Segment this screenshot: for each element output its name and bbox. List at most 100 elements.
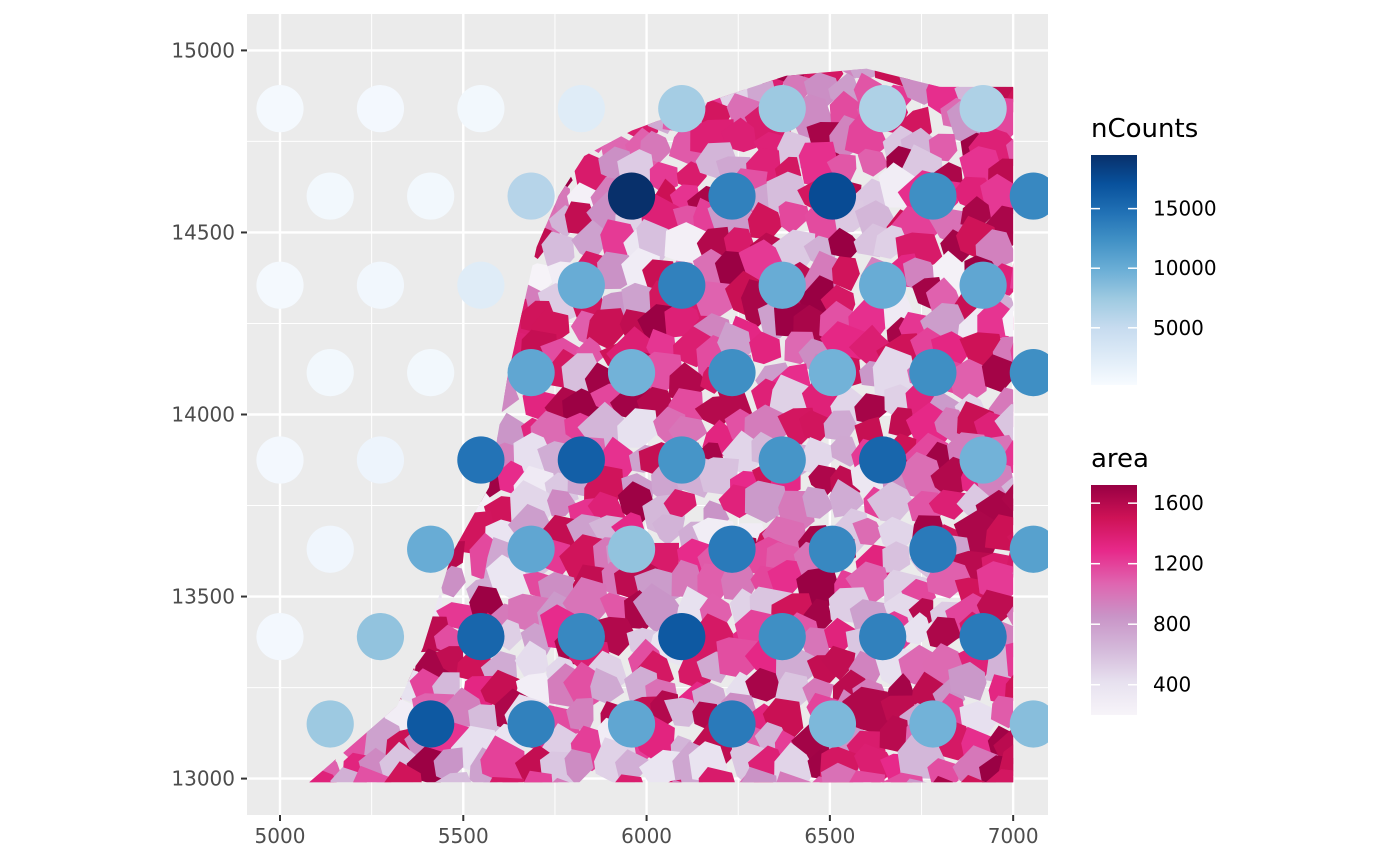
spot-point	[758, 85, 806, 133]
cell-polygon	[747, 202, 783, 240]
spot-point	[658, 261, 706, 309]
spot-point	[859, 612, 907, 661]
spot-point	[356, 436, 405, 484]
cell-polygon	[198, 362, 240, 400]
ncounts-legend-label: 15000	[1153, 197, 1217, 221]
cell-polygon	[659, 0, 711, 8]
cell-polygon	[931, 0, 966, 2]
cell-polygon	[739, 766, 778, 783]
spot-point	[356, 85, 405, 133]
cell-polygon	[207, 616, 251, 660]
cell-polygon	[198, 180, 232, 217]
cell-polygon	[694, 395, 730, 429]
cell-polygon	[384, 761, 423, 783]
axes: 5000 5500 6000 6500 7000 13000 13500 14000 14500…	[171, 38, 1038, 848]
spot-point	[959, 85, 1007, 133]
cell-polygon	[202, 83, 250, 130]
cell-polygon	[411, 0, 442, 2]
spot-point	[909, 172, 957, 220]
cell-polygon	[195, 0, 233, 11]
cell-polygon	[961, 0, 1005, 8]
area-colorbar	[1091, 485, 1137, 715]
x-tick-label: 5500	[438, 824, 489, 848]
cell-polygon	[926, 616, 962, 650]
cell-polygon	[209, 272, 242, 313]
spot-point	[607, 700, 656, 748]
spot-point	[306, 349, 354, 397]
cell-polygon	[663, 489, 697, 518]
cell-polygon	[490, 0, 530, 15]
cell-polygon	[1004, 669, 1014, 704]
cell-polygon	[799, 410, 829, 443]
cell-polygon	[1034, 0, 1067, 2]
spot-point	[959, 612, 1007, 661]
cell-polygon	[203, 439, 236, 474]
cell-polygon	[1044, 67, 1078, 104]
cell-polygon	[1002, 299, 1014, 338]
cell-polygon	[204, 645, 235, 674]
spot-point	[557, 436, 605, 484]
cell-polygon	[197, 0, 235, 31]
cell-polygon	[867, 481, 915, 524]
y-tick-label: 14500	[171, 220, 235, 244]
cell-polygon	[725, 0, 764, 9]
cell-polygon	[694, 0, 738, 2]
spot-point	[959, 261, 1007, 309]
cell-polygon	[339, 0, 368, 11]
spot-point	[859, 436, 907, 484]
cell-polygon	[899, 451, 946, 501]
spot-point	[859, 261, 907, 309]
cell-polygon	[523, 770, 553, 783]
spot-point	[457, 261, 505, 309]
spot-point	[557, 85, 605, 133]
cell-polygon	[744, 480, 789, 524]
cell-polygon	[564, 749, 594, 783]
area-legend-label: 1600	[1153, 491, 1204, 515]
spot-point	[256, 261, 304, 309]
cell-polygon	[1044, 697, 1076, 731]
spot-point	[708, 525, 756, 573]
cell-polygon	[197, 518, 236, 556]
cell-polygon	[566, 697, 594, 731]
spot-point	[859, 85, 907, 133]
spot-point	[507, 172, 555, 220]
x-tick-label: 7000	[988, 824, 1039, 848]
cell-polygon	[198, 259, 244, 299]
x-tick-label: 6500	[804, 824, 855, 848]
spot-point	[1009, 700, 1048, 748]
spot-point	[808, 525, 857, 573]
cell-polygon	[854, 393, 890, 425]
cell-polygon	[774, 771, 817, 783]
cell-polygon	[435, 646, 464, 678]
cell-polygon	[212, 719, 247, 756]
ncounts-colorbar	[1091, 155, 1137, 385]
spot-point	[758, 436, 806, 484]
cell-polygon	[852, 517, 884, 546]
cell-polygon	[767, 560, 804, 600]
cell-polygon	[698, 767, 740, 783]
cell-polygon	[201, 330, 229, 366]
y-tick-label: 13500	[171, 585, 235, 609]
cell-polygon	[888, 407, 917, 438]
cell-polygon	[770, 0, 824, 10]
cell-polygon	[592, 0, 623, 2]
spot-point	[909, 525, 957, 573]
cell-polygon	[587, 491, 626, 525]
spot-point	[808, 700, 857, 748]
cell-polygon	[462, 0, 503, 11]
cell-polygon	[617, 408, 659, 448]
cell-polygon	[802, 486, 834, 519]
cell-polygon	[821, 645, 856, 681]
cell-polygon	[623, 0, 662, 13]
y-tick-label: 13000	[171, 767, 235, 791]
spot-point	[457, 612, 505, 661]
cell-polygon	[762, 698, 804, 747]
cell-polygon	[831, 256, 860, 292]
spot-point	[959, 436, 1007, 484]
cell-polygon	[802, 437, 837, 475]
spot-point	[708, 700, 756, 748]
cell-polygon	[201, 499, 236, 528]
cell-polygon	[200, 665, 244, 712]
cell-polygon	[981, 354, 1013, 393]
